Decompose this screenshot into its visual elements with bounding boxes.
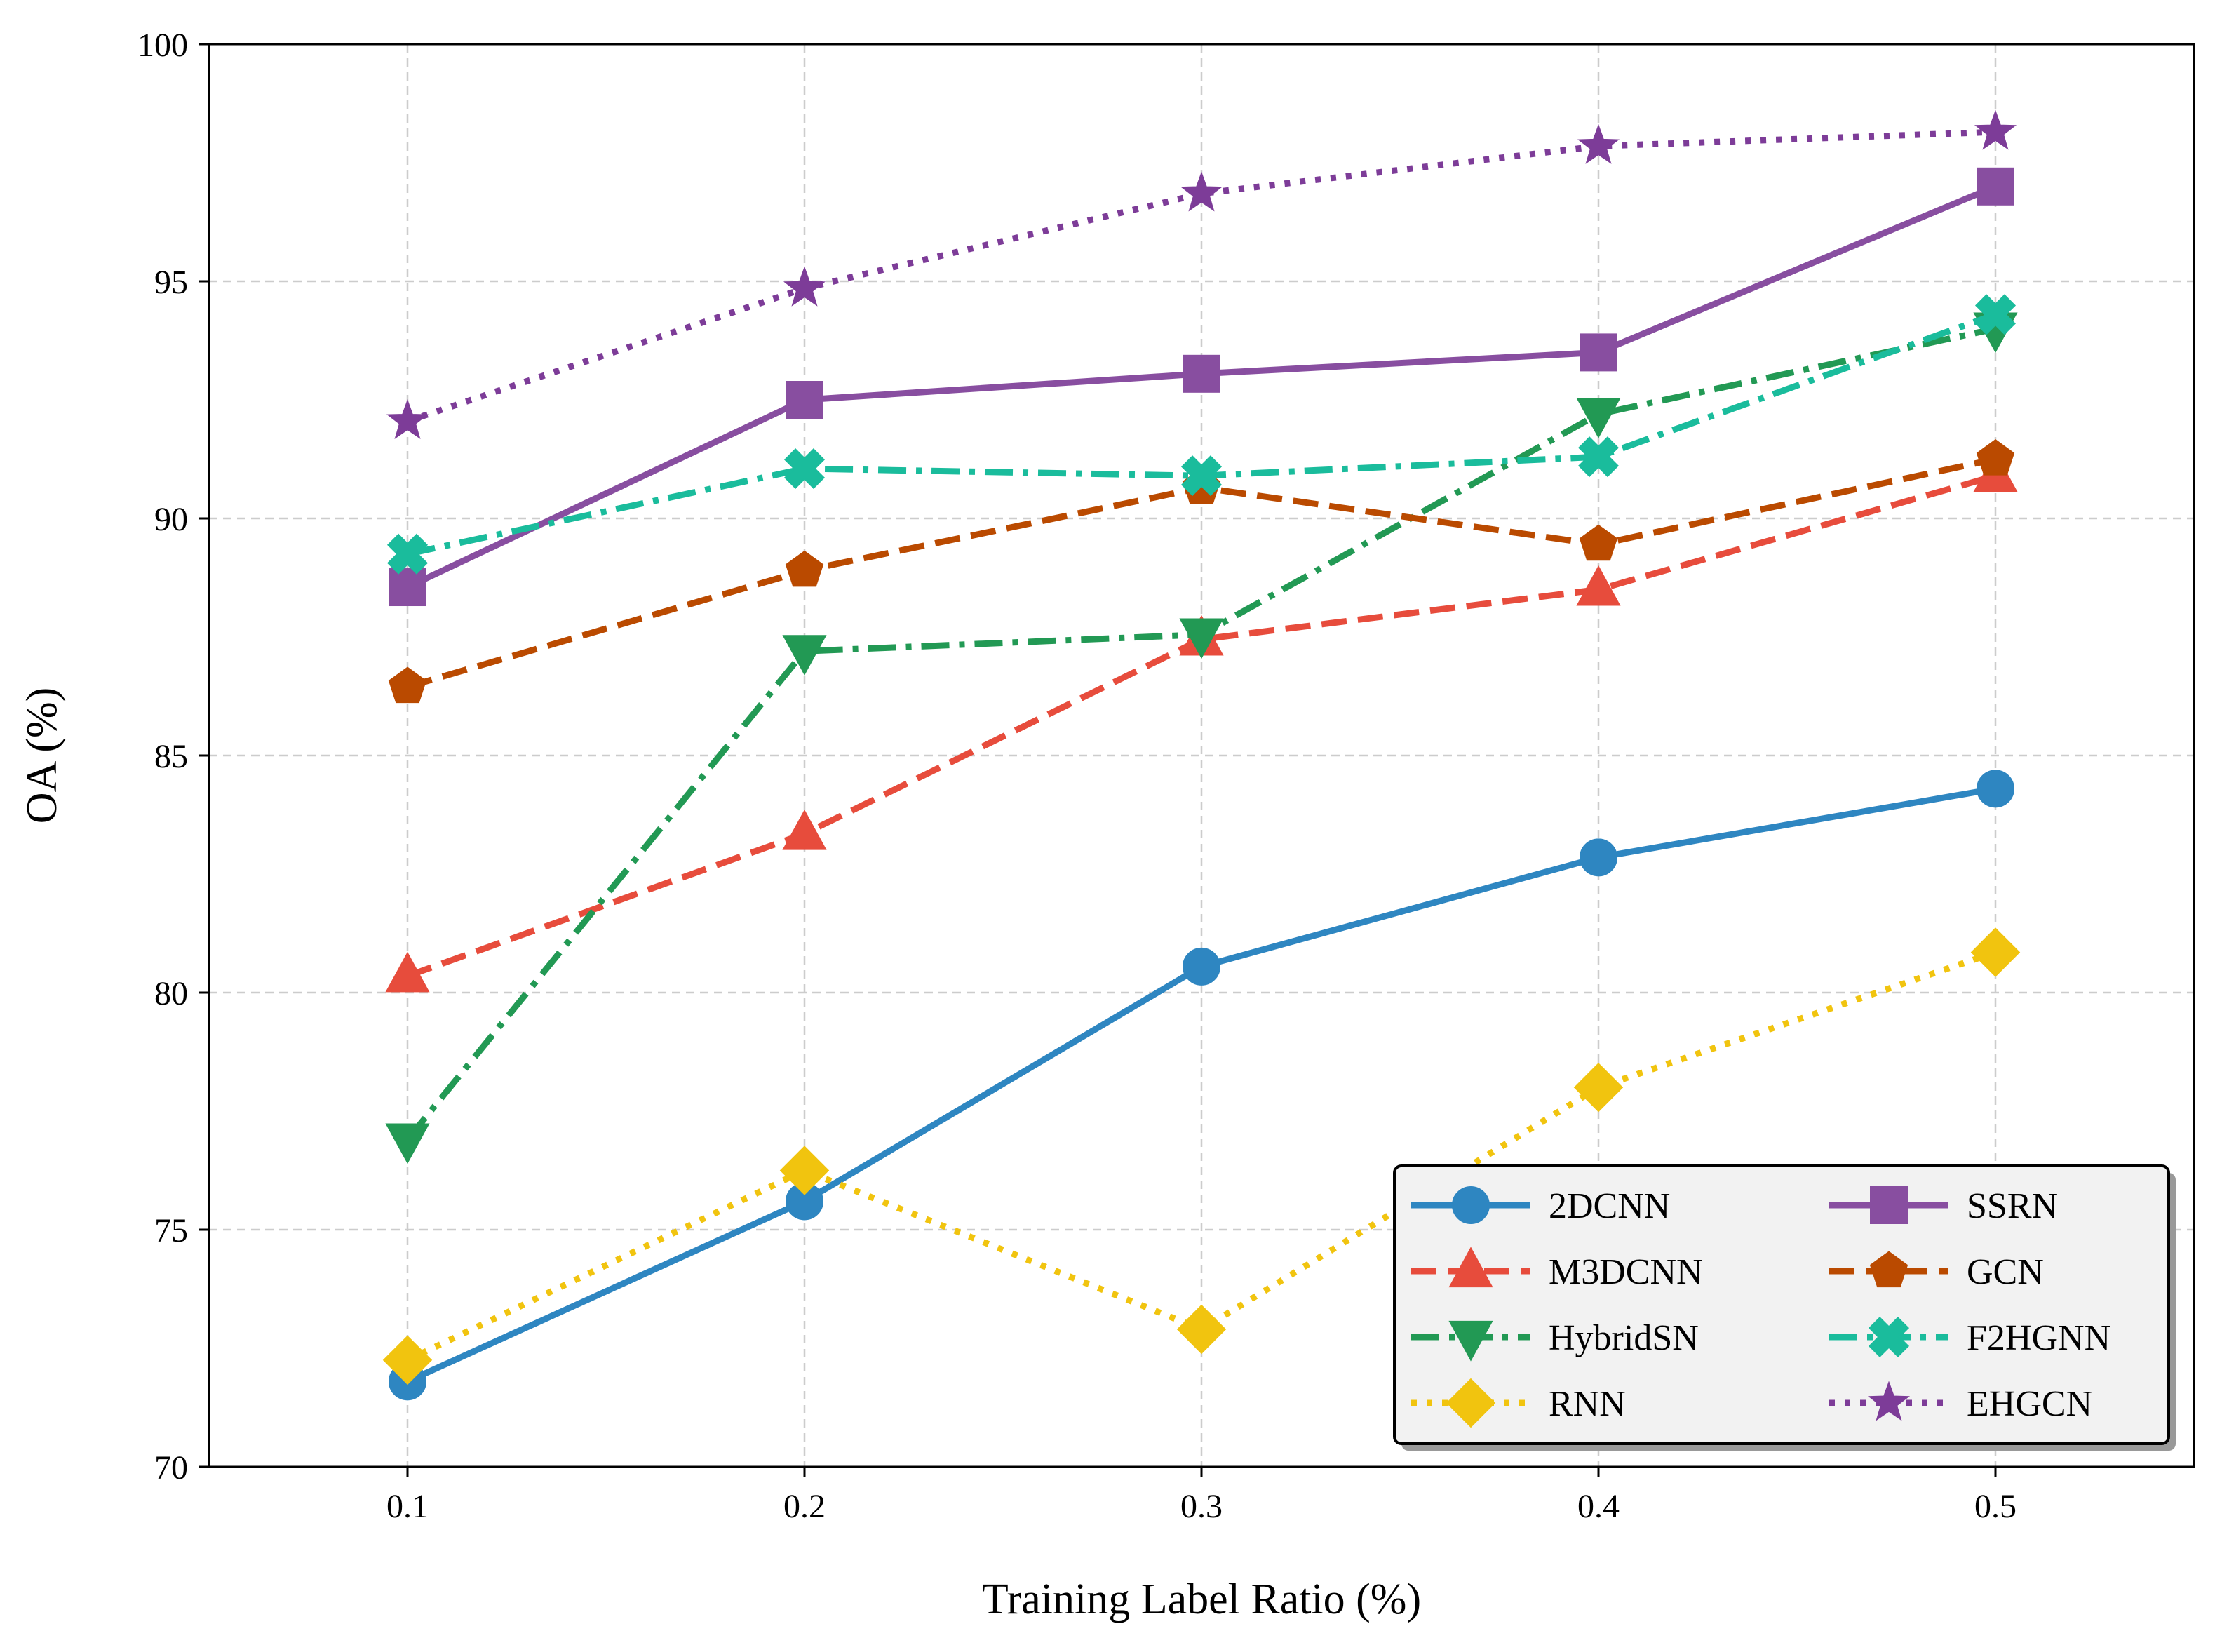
data-point-m3dcnn (385, 951, 430, 993)
data-point-ssrn (1183, 354, 1220, 393)
data-point-rnn (1970, 927, 2021, 977)
data-point-rnn (779, 1146, 830, 1195)
data-point-rnn (1176, 1304, 1227, 1355)
legend-marker (1867, 1381, 1911, 1421)
y-tick-label: 85 (154, 738, 188, 775)
legend-marker (1868, 1316, 1910, 1358)
data-point-gcn (388, 666, 427, 704)
data-point-2dcnn (1977, 770, 2014, 808)
y-tick-label: 100 (137, 27, 188, 64)
data-point-m3dcnn (1576, 565, 1621, 606)
axis-ticks: 0.1 0.2 0.3 0.4 0.5 70 75 80 85 90 95 100 (137, 27, 2017, 1525)
legend-marker (1448, 1320, 1493, 1362)
data-point-ehgcn (783, 266, 826, 307)
legend-label: RNN (1549, 1384, 1626, 1424)
legend-marker (1448, 1247, 1493, 1288)
data-point-ssrn (786, 381, 823, 419)
data-point-2dcnn (1183, 947, 1220, 986)
legend-label: F2HGNN (1967, 1318, 2110, 1358)
data-point-ehgcn (1180, 171, 1223, 212)
legend-marker (1869, 1251, 1908, 1288)
legend-item-ehgcn: EHGCN (1829, 1381, 2092, 1424)
legend-item-hybridsn: HybridSN (1411, 1318, 1699, 1362)
series-ehgcn (386, 109, 2017, 440)
y-axis-label: OA (%) (18, 687, 66, 824)
x-tick-label: 0.3 (1180, 1488, 1223, 1525)
data-point-hybridsn (1179, 618, 1224, 659)
data-point-hybridsn (1576, 398, 1621, 438)
legend-item-gcn: GCN (1829, 1251, 2044, 1292)
data-point-rnn (382, 1335, 433, 1385)
legend-item-m3dcnn: M3DCNN (1411, 1247, 1703, 1292)
data-point-f2hgnn (1577, 436, 1620, 478)
legend: 2DCNN M3DCNN HybridSN RNN SSRN GCN F2HGNN EHGCN (1393, 1164, 2176, 1451)
data-point-ssrn (1977, 167, 2014, 206)
x-tick-label: 0.5 (1974, 1488, 2017, 1525)
legend-item-f2hgnn: F2HGNN (1829, 1316, 2110, 1358)
x-axis-label: Training Label Ratio (%) (982, 1576, 1421, 1623)
legend-label: M3DCNN (1549, 1252, 1703, 1292)
data-point-gcn (1579, 524, 1618, 561)
y-tick-label: 90 (154, 501, 188, 538)
legend-label: HybridSN (1549, 1318, 1699, 1358)
legend-label: GCN (1967, 1252, 2044, 1292)
data-point-hybridsn (385, 1123, 430, 1164)
data-point-ehgcn (1974, 109, 2017, 150)
series-line-ehgcn (406, 128, 1996, 424)
data-point-f2hgnn (386, 533, 429, 575)
data-point-ssrn (1580, 333, 1617, 372)
data-point-f2hgnn (783, 448, 826, 490)
series-f2hgnn (386, 294, 2017, 575)
series-group (382, 109, 2021, 1401)
data-point-f2hgnn (1180, 455, 1223, 497)
data-point-ssrn (389, 568, 426, 607)
data-point-f2hgnn (1974, 294, 2017, 335)
legend-label: 2DCNN (1549, 1186, 1670, 1226)
legend-item-ssrn: SSRN (1829, 1186, 2058, 1226)
legend-marker (1452, 1186, 1490, 1224)
series-ssrn (389, 167, 2014, 607)
legend-label: EHGCN (1967, 1384, 2092, 1424)
legend-marker (1446, 1378, 1496, 1428)
y-tick-label: 80 (154, 975, 188, 1012)
data-point-ehgcn (386, 398, 429, 440)
legend-label: SSRN (1967, 1186, 2058, 1226)
data-point-gcn (785, 550, 824, 587)
data-point-ehgcn (1577, 123, 1620, 164)
data-point-2dcnn (1580, 838, 1617, 877)
x-tick-label: 0.4 (1577, 1488, 1620, 1525)
legend-item-rnn: RNN (1411, 1378, 1626, 1428)
data-point-rnn (1573, 1062, 1624, 1113)
y-tick-label: 70 (154, 1449, 188, 1486)
x-tick-label: 0.1 (386, 1488, 429, 1525)
data-point-m3dcnn (782, 809, 827, 850)
data-point-hybridsn (782, 635, 827, 676)
legend-item-2dcnn: 2DCNN (1411, 1186, 1670, 1226)
y-tick-label: 75 (154, 1212, 188, 1249)
y-tick-label: 95 (154, 264, 188, 301)
legend-marker (1870, 1186, 1908, 1224)
x-tick-label: 0.2 (783, 1488, 826, 1525)
series-rnn (382, 927, 2021, 1385)
data-point-gcn (1976, 438, 2015, 476)
legend-box (1393, 1164, 2170, 1445)
